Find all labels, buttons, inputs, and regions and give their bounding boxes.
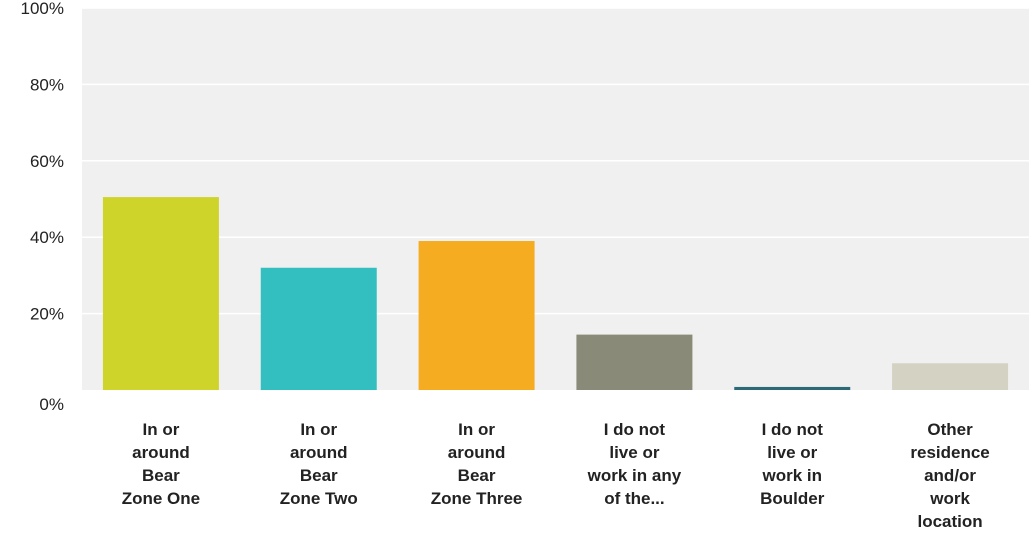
x-category-label: Other residence and/or work location xyxy=(910,420,989,531)
x-category-label: In or around Bear Zone Three xyxy=(431,420,523,508)
bar xyxy=(102,197,219,390)
y-tick-label: 100% xyxy=(21,0,64,18)
gridlines xyxy=(82,7,1029,315)
y-tick-label: 20% xyxy=(30,305,64,324)
x-category-label: I do not live or work in Boulder xyxy=(760,420,825,508)
bar xyxy=(576,334,693,390)
y-tick-label: 0% xyxy=(39,395,64,414)
y-tick-label: 60% xyxy=(30,152,64,171)
plot-area xyxy=(82,8,1029,390)
x-category-label: In or around Bear Zone Two xyxy=(280,420,358,508)
y-tick-label: 40% xyxy=(30,228,64,247)
x-axis-labels: In or around Bear Zone One In or around Bear Zo… xyxy=(122,420,990,531)
x-category-label: I do not live or work in any of the... xyxy=(587,420,682,508)
y-axis-ticks: 0% 20% 40% 60% 80% 100% xyxy=(21,0,64,414)
y-tick-label: 80% xyxy=(30,75,64,94)
bar xyxy=(260,267,377,390)
bar xyxy=(892,363,1009,390)
x-category-label: In or around Bear Zone One xyxy=(122,420,200,508)
bars xyxy=(102,197,1009,390)
bar xyxy=(418,241,535,390)
bar xyxy=(734,386,851,390)
